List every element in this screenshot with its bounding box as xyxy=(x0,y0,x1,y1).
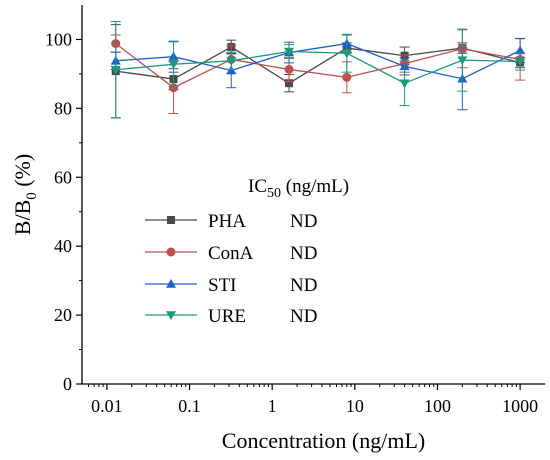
axes: 0 20 40 60 80 100 0.01 0.1 1 10 100 1000 xyxy=(45,5,545,416)
series-pha xyxy=(110,24,526,119)
data-point xyxy=(169,83,179,93)
y-axis-title-main: B/B xyxy=(10,200,35,235)
legend-title-main: IC xyxy=(248,176,267,197)
legend-ic50-value: ND xyxy=(290,211,317,232)
series-line-cona xyxy=(115,43,521,89)
y-axis-title: B/B0 (%) xyxy=(10,154,40,235)
legend-title-tail: (ng/mL) xyxy=(281,176,349,197)
data-point xyxy=(285,79,294,88)
data-point xyxy=(457,56,468,66)
data-point xyxy=(284,47,295,57)
legend-label: URE xyxy=(208,306,246,327)
data-point xyxy=(515,45,526,55)
data-point xyxy=(168,60,179,70)
y-tick-label: 40 xyxy=(54,236,72,256)
data-point xyxy=(284,64,294,74)
legend-item-sti: STI ND xyxy=(145,275,317,296)
legend-label: STI xyxy=(208,275,237,296)
data-point xyxy=(342,72,352,82)
x-tick-label: 100 xyxy=(424,396,451,416)
legend-swatch-marker xyxy=(167,216,175,224)
legend-title-sub: 50 xyxy=(267,186,281,201)
series-line-ure xyxy=(115,50,521,84)
series-layer xyxy=(110,21,526,119)
legend-item-ure: URE ND xyxy=(145,306,317,327)
data-point xyxy=(341,49,352,59)
y-tick-label: 100 xyxy=(45,29,72,49)
legend-item-pha: PHA ND xyxy=(145,211,317,232)
y-tick-label: 60 xyxy=(54,167,72,187)
series-ure xyxy=(110,21,526,119)
legend-swatch-marker xyxy=(166,279,176,288)
x-tick-label: 1000 xyxy=(502,396,538,416)
legend-label: ConA xyxy=(208,243,254,264)
legend-item-cona: ConA ND xyxy=(145,243,317,264)
legend-title: IC50 (ng/mL) xyxy=(248,176,349,201)
y-axis-title-sub: 0 xyxy=(24,192,40,200)
x-tick-label: 1 xyxy=(268,396,277,416)
x-tick-label: 10 xyxy=(346,396,364,416)
series-line-pha xyxy=(115,46,521,84)
y-tick-label: 0 xyxy=(63,374,72,394)
y-tick-label: 80 xyxy=(54,98,72,118)
y-tick-label: 20 xyxy=(54,305,72,325)
data-point xyxy=(226,57,237,66)
legend-swatch-marker xyxy=(166,311,176,320)
legend-ic50-value: ND xyxy=(290,243,317,264)
y-axis-title-tail: (%) xyxy=(10,154,35,192)
legend-label: PHA xyxy=(208,211,246,232)
data-point xyxy=(110,66,121,75)
series-line-sti xyxy=(115,42,521,80)
x-axis-title: Concentration (ng/mL) xyxy=(222,428,425,453)
legend-ic50-value: ND xyxy=(290,275,317,296)
x-tick-label: 0.01 xyxy=(91,396,123,416)
x-tick-label: 0.1 xyxy=(178,396,201,416)
data-point xyxy=(515,57,526,67)
data-point xyxy=(399,79,410,89)
legend-swatch-marker xyxy=(166,247,176,257)
legend-ic50-value: ND xyxy=(290,306,317,327)
